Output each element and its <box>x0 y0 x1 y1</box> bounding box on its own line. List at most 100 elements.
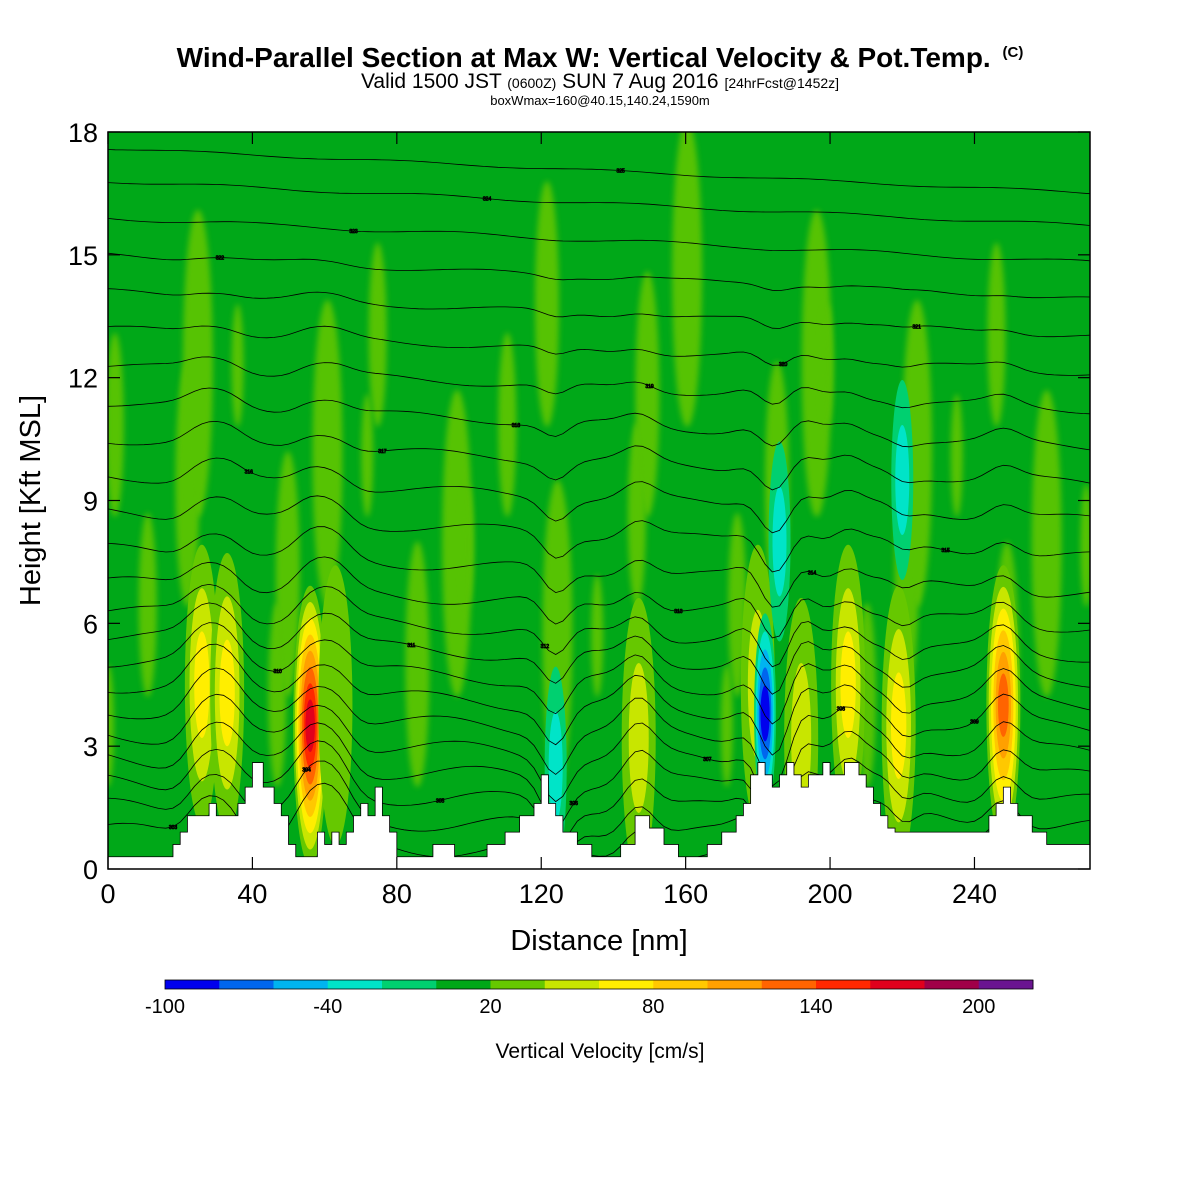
updraft-streak <box>275 451 300 698</box>
theta-label: 319 <box>645 384 654 390</box>
theta-contour <box>108 721 1090 843</box>
colorbar-tick-label: 20 <box>479 996 501 1018</box>
velocity-level <box>318 565 353 846</box>
theta-contour <box>108 740 1090 866</box>
x-tick-label: 200 <box>808 879 853 909</box>
theta-contour <box>108 457 1090 534</box>
theta-label: 318 <box>512 423 521 429</box>
colorbar-swatch <box>653 980 708 989</box>
colorbar-swatch <box>978 980 1034 989</box>
theta-label: 311 <box>407 643 415 649</box>
x-tick-label: 80 <box>382 879 412 909</box>
title-text: Wind-Parallel Section at Max W: Vertical… <box>176 42 991 73</box>
forecast-info: [24hrFcst@1452z] <box>724 75 840 91</box>
theta-label: 321 <box>913 324 922 330</box>
theta-label: 313 <box>674 609 683 615</box>
updraft-streak <box>108 332 124 517</box>
velocity-level <box>628 662 649 813</box>
theta-label: 310 <box>274 669 283 675</box>
theta-contour <box>108 693 1090 816</box>
colorbar-swatch <box>490 980 546 989</box>
theta-label: 314 <box>808 570 817 576</box>
colorbar-label: Vertical Velocity [cm/s] <box>496 1040 705 1063</box>
chart-subtitle: Valid 1500 JST (0600Z) SUN 7 Aug 2016 [2… <box>0 71 1200 94</box>
terrain <box>108 762 1090 869</box>
theta-contour <box>108 556 1090 639</box>
colorbar-swatch <box>924 980 980 989</box>
colorbar: -100 -40 20 80 140 200 Vertical Velocity [cm/s… <box>145 979 1034 1063</box>
valid-time: Valid 1500 JST <box>360 70 502 93</box>
velocity-level <box>305 699 315 752</box>
updraft-cell-1 <box>210 552 245 833</box>
x-axis-label: Distance [nm] <box>510 925 687 957</box>
y-tick-label: 6 <box>83 609 98 639</box>
theta-label: 324 <box>483 197 492 203</box>
colorbar-swatch <box>707 980 763 989</box>
theta-label: 312 <box>541 644 550 650</box>
theta-label: 322 <box>216 256 225 262</box>
weak-updraft-streaks <box>108 132 1090 788</box>
velocity-level <box>840 631 856 739</box>
velocity-background <box>108 132 1090 869</box>
y-tick-label: 0 <box>83 855 98 885</box>
updraft-streak <box>368 242 387 427</box>
updraft-cell-2 <box>293 585 328 866</box>
updraft-streak <box>182 209 213 517</box>
theta-contour <box>108 643 1090 756</box>
box-wmax-info: boxWmax=160@40.15,140.24,1590m <box>490 93 710 108</box>
colorbar-swatch <box>544 980 600 989</box>
x-tick-label: 120 <box>519 879 564 909</box>
theta-contour <box>108 583 1090 668</box>
y-tick-label: 18 <box>68 118 98 148</box>
plot-area: 303 304 305 306 307 308 309 310 311 312 313 314 315 3… <box>108 132 1090 869</box>
y-axis-label: Height [Kft MSL] <box>15 395 47 606</box>
updraft-streak <box>442 389 473 698</box>
theta-contour <box>108 356 1090 415</box>
colorbar-tick-label: 140 <box>799 996 832 1018</box>
updraft-streak <box>635 271 660 517</box>
theta-label: 303 <box>169 825 178 831</box>
velocity-level <box>219 639 235 747</box>
updraft-streak <box>821 303 834 427</box>
theta-contour <box>108 667 1090 787</box>
theta-contour <box>108 149 1090 195</box>
updraft-streak <box>461 484 474 607</box>
theta-contour <box>108 526 1090 608</box>
axes: 0 40 80 120 160 200 240 0 3 6 9 12 15 18 Distance [nm]… <box>15 118 1090 957</box>
colorbar-swatch <box>219 980 274 989</box>
y-tick-label: 9 <box>83 487 98 517</box>
theta-label: 325 <box>616 168 625 174</box>
theta-contour <box>108 495 1090 573</box>
y-tick-label: 12 <box>68 364 98 394</box>
x-tick-label: 160 <box>663 879 708 909</box>
updraft-cell-9 <box>986 565 1021 846</box>
updraft-cell-8 <box>881 585 916 866</box>
updraft-streak <box>312 299 343 607</box>
x-tick-label: 0 <box>100 879 115 909</box>
updraft-streak <box>138 512 157 698</box>
updraft-streak <box>591 574 604 698</box>
theta-label: 317 <box>378 449 387 455</box>
theta-contour <box>108 420 1090 491</box>
colorbar-swatch <box>273 980 329 989</box>
theta-label: 306 <box>570 801 579 807</box>
velocity-level <box>895 425 910 536</box>
updraft-streak <box>1031 389 1062 698</box>
theta-label: 308 <box>837 707 846 713</box>
updraft-streak <box>950 394 963 517</box>
updraft-streak <box>361 394 374 517</box>
theta-contour <box>108 218 1090 262</box>
utc-time: (0600Z) <box>507 75 557 91</box>
updraft-streak <box>987 242 1006 427</box>
theta-contour <box>108 182 1090 226</box>
theta-contour <box>108 288 1090 338</box>
theta-label: 323 <box>349 229 358 235</box>
valid-date: SUN 7 Aug 2016 <box>562 70 719 93</box>
y-tick-label: 15 <box>68 241 98 271</box>
updraft-streak <box>231 303 244 427</box>
chart-title: Wind-Parallel Section at Max W: Vertical… <box>0 42 1200 74</box>
velocity-level <box>760 685 770 742</box>
theta-contour <box>108 325 1090 376</box>
colorbar-swatch <box>870 980 925 989</box>
